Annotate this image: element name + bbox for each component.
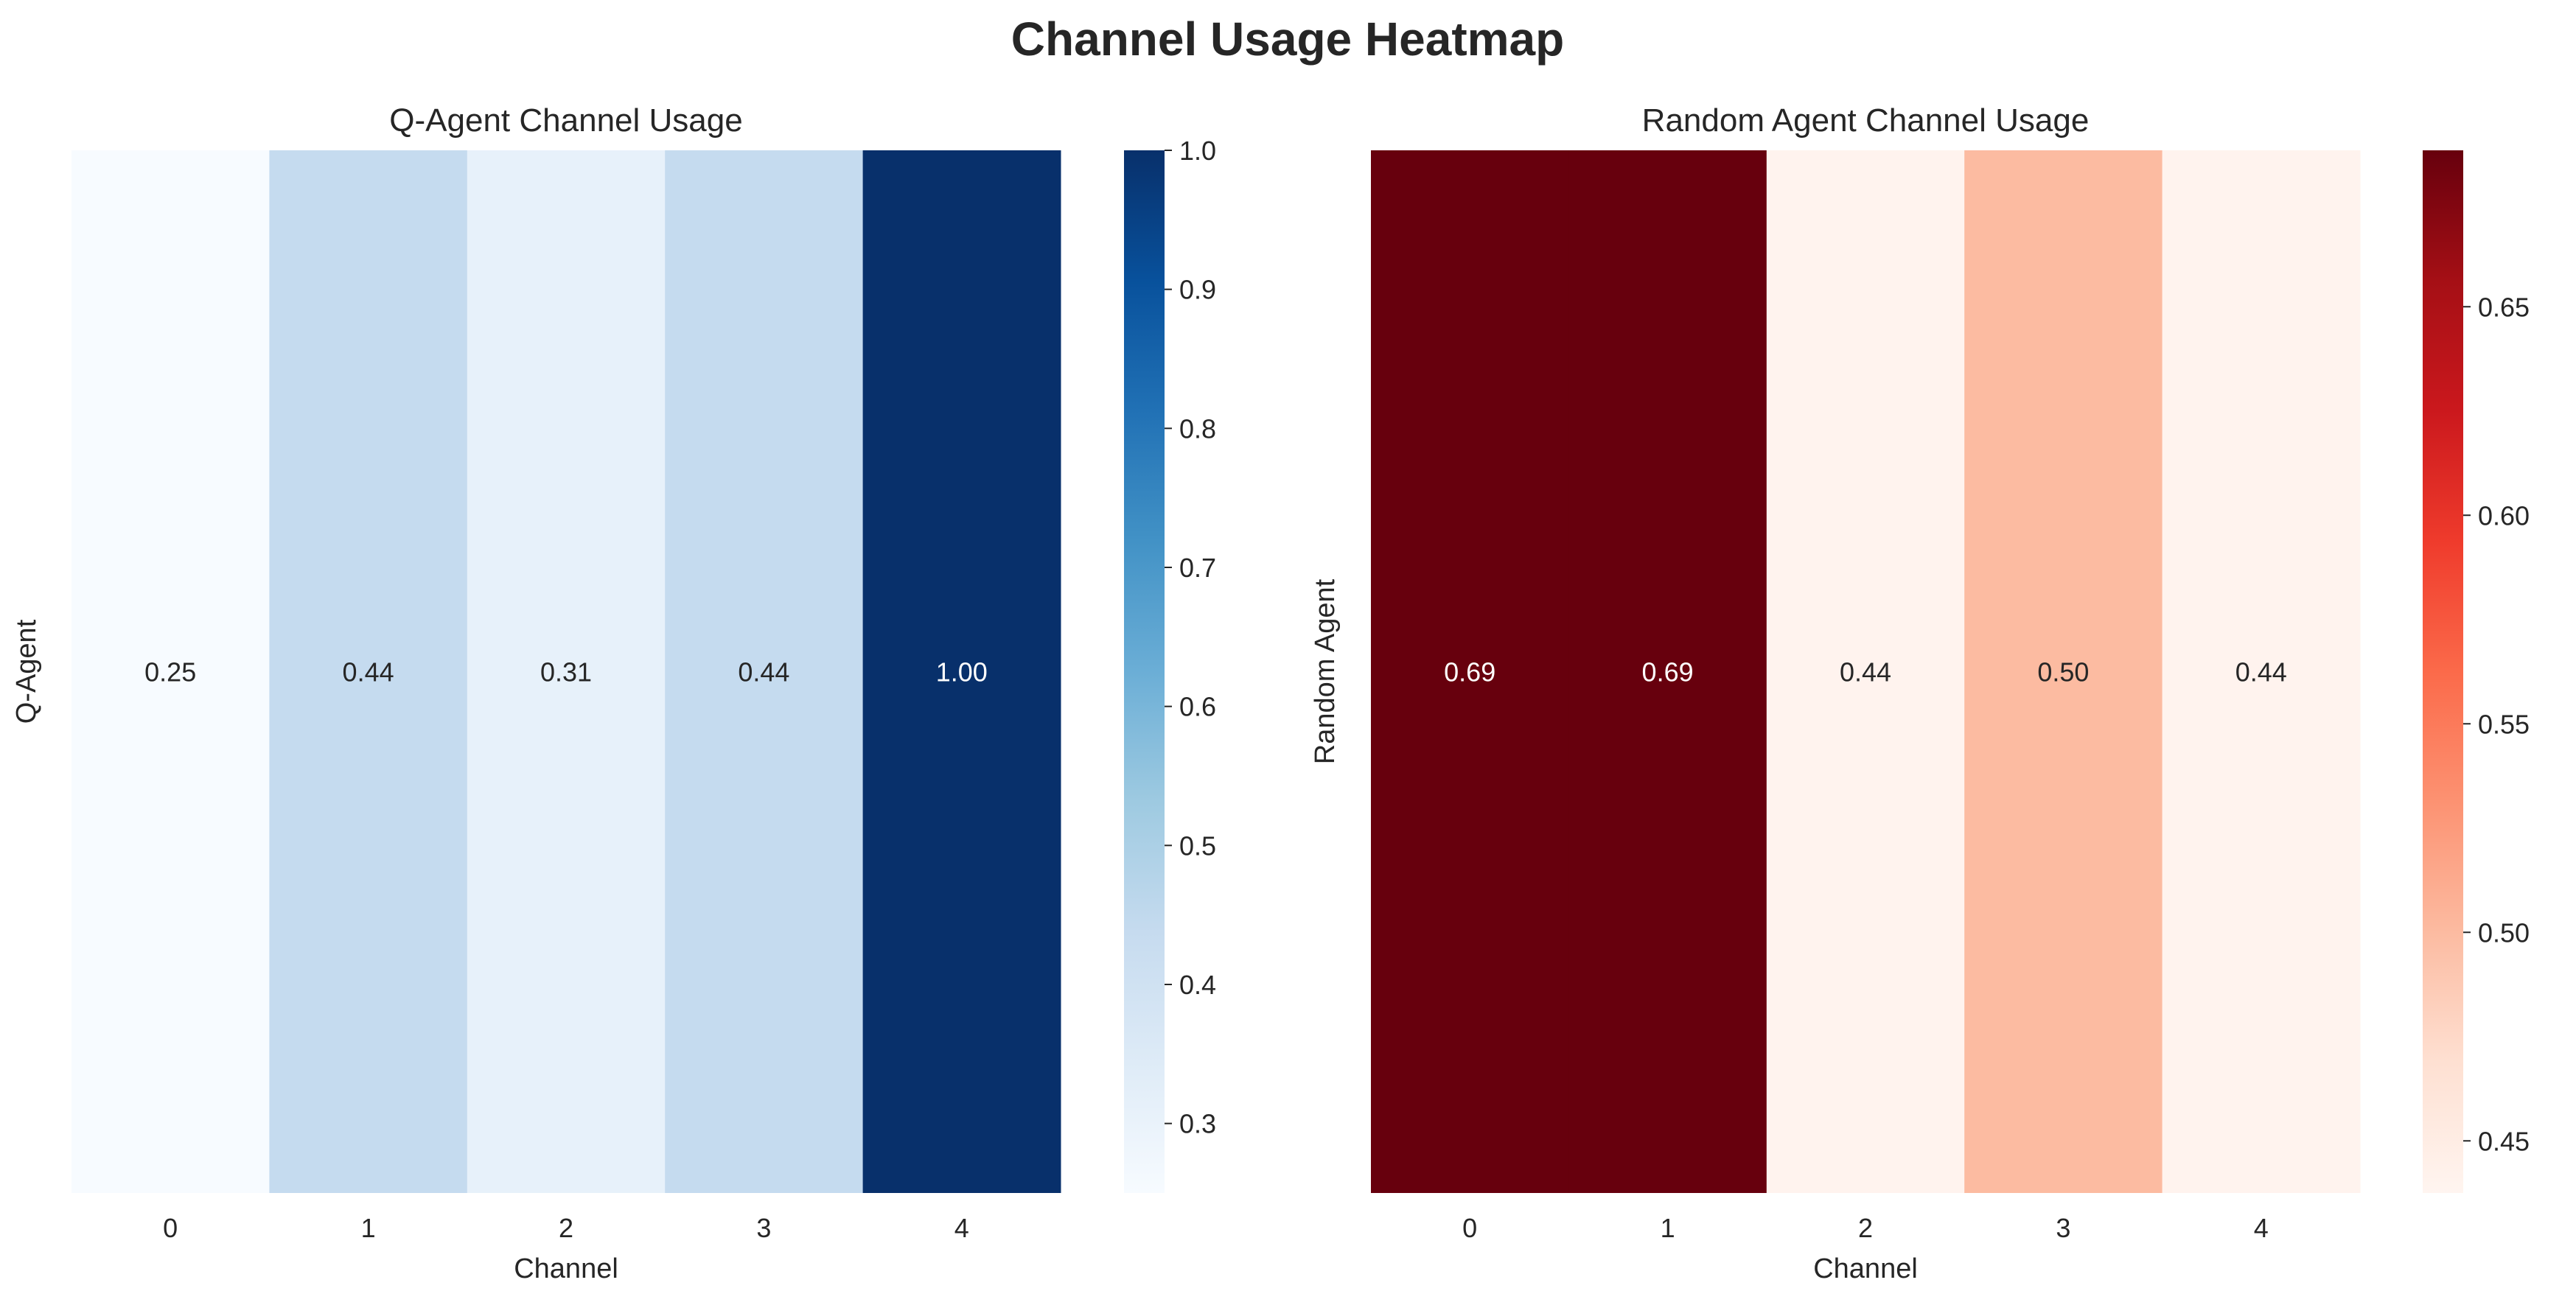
x-tick-label: 2: [1858, 1213, 1873, 1243]
colorbar-tick-label: 0.7: [1179, 553, 1216, 583]
x-tick-label: 4: [2254, 1213, 2269, 1243]
heatmap-cell: [269, 150, 468, 1193]
figure-title: Channel Usage Heatmap: [1011, 13, 1564, 66]
cell-value-label: 0.44: [2235, 657, 2287, 688]
x-tick-label: 1: [1661, 1213, 1675, 1243]
cell-value-label: 1.00: [936, 657, 988, 688]
heatmap-cell: [862, 150, 1061, 1193]
colorbar-tick-label: 0.4: [1179, 970, 1216, 1000]
heatmap-cell: [1568, 150, 1767, 1193]
colorbar: [2423, 150, 2463, 1193]
x-tick-label: 0: [163, 1213, 178, 1243]
x-tick-label: 1: [361, 1213, 376, 1243]
colorbar-tick-label: 0.50: [2478, 917, 2530, 948]
heatmap-cell: [71, 150, 270, 1193]
colorbar: [1124, 150, 1165, 1193]
cell-value-label: 0.44: [343, 657, 394, 688]
x-tick-label: 2: [559, 1213, 573, 1243]
colorbar-tick-label: 0.9: [1179, 275, 1216, 305]
x-tick-label: 4: [954, 1213, 969, 1243]
x-axis-label: Channel: [1813, 1253, 1918, 1284]
colorbar-tick-label: 0.5: [1179, 830, 1216, 861]
heatmap-cell: [1371, 150, 1569, 1193]
panel-title: Random Agent Channel Usage: [1642, 102, 2090, 139]
cell-value-label: 0.31: [540, 657, 592, 688]
colorbar-tick-label: 0.45: [2478, 1126, 2530, 1156]
colorbar-tick-label: 0.6: [1179, 692, 1216, 722]
colorbar-tick-label: 0.65: [2478, 292, 2530, 322]
colorbar-tick-label: 0.55: [2478, 709, 2530, 739]
cell-value-label: 0.69: [1444, 657, 1495, 688]
x-axis-label: Channel: [514, 1253, 618, 1284]
y-axis-label: Random Agent: [1310, 578, 1341, 764]
heatmap-cell: [1964, 150, 2163, 1193]
panel-title: Q-Agent Channel Usage: [389, 102, 742, 139]
colorbar-tick-label: 1.0: [1179, 136, 1216, 166]
cell-value-label: 0.44: [1840, 657, 1891, 688]
cell-value-label: 0.50: [2037, 657, 2089, 688]
y-axis-label: Q-Agent: [11, 619, 42, 724]
x-tick-label: 3: [2056, 1213, 2070, 1243]
cell-value-label: 0.44: [738, 657, 789, 688]
cell-value-label: 0.25: [144, 657, 196, 688]
colorbar-tick-label: 0.60: [2478, 500, 2530, 531]
x-tick-label: 3: [756, 1213, 771, 1243]
x-tick-label: 0: [1462, 1213, 1477, 1243]
colorbar-tick-label: 0.8: [1179, 413, 1216, 444]
heatmap-cell: [2162, 150, 2361, 1193]
cell-value-label: 0.69: [1642, 657, 1694, 688]
colorbar-tick-label: 0.3: [1179, 1109, 1216, 1139]
heatmap-cell: [665, 150, 864, 1193]
heatmap-cell: [1766, 150, 1965, 1193]
heatmap-panel-1: Random Agent Channel Usage 0.69 0.69 0.44 0.…: [1310, 102, 2530, 1284]
heatmap-cell: [467, 150, 666, 1193]
